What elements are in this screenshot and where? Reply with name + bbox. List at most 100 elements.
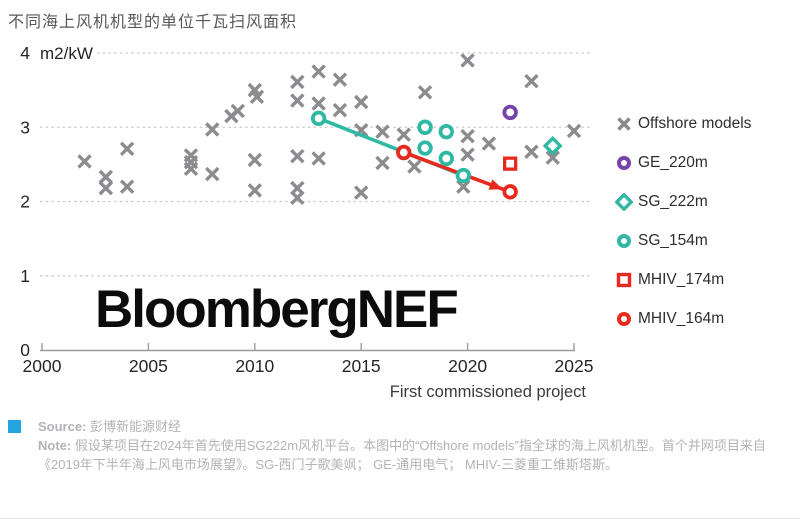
data-point — [524, 144, 539, 159]
legend-marker-circle-icon — [617, 155, 631, 170]
legend-label: MHIV_174m — [638, 270, 725, 288]
chart-title: 不同海上风机机型的单位千瓦扫风面积 — [8, 14, 298, 31]
y-tick-label: 4 — [20, 43, 30, 63]
source-text: 彭博新能源财经 — [90, 419, 182, 434]
chart-legend: Offshore models GE_220m SG_222m SG_154m MHIV… — [615, 104, 751, 338]
data-point — [417, 119, 433, 135]
data-point — [332, 102, 348, 118]
legend-label: Offshore models — [638, 114, 752, 132]
data-point — [98, 169, 114, 185]
legend-marker-diamond-icon — [615, 192, 633, 211]
data-point — [247, 183, 263, 198]
series-sg-222m — [542, 135, 563, 156]
data-point — [310, 110, 327, 127]
data-point — [290, 74, 305, 90]
y-tick-label: 2 — [20, 192, 30, 212]
series-mhiv-174m — [503, 156, 518, 171]
legend-marker-circle-icon — [617, 311, 631, 326]
y-tick-label: 0 — [20, 340, 30, 360]
data-point — [375, 124, 390, 139]
data-point — [417, 85, 433, 100]
data-point — [353, 94, 369, 110]
data-point — [396, 144, 412, 161]
legend-label: SG_222m — [638, 192, 708, 210]
data-point — [249, 89, 265, 105]
y-tick-label: 1 — [20, 266, 30, 286]
data-point — [183, 161, 199, 177]
legend-item-ge-220m: GE_220m — [615, 143, 751, 182]
data-point — [290, 93, 305, 108]
data-point — [205, 166, 220, 182]
x-axis-title: First commissioned project — [390, 383, 587, 401]
source-note-block: Source: 彭博新能源财经 Note: 假设某项目在2024年首先使用SG2… — [8, 417, 792, 474]
data-point — [230, 103, 245, 119]
y-tick-label: 3 — [20, 117, 30, 137]
data-point — [438, 150, 455, 167]
source-label: Source: — [38, 419, 87, 434]
source-bullet-icon — [8, 420, 21, 433]
data-point — [98, 180, 114, 196]
data-point — [456, 179, 471, 194]
legend-label: GE_220m — [638, 153, 708, 171]
legend-label: SG_154m — [638, 231, 708, 249]
watermark: BloombergNEF — [95, 280, 457, 339]
x-tick-label: 2005 — [129, 356, 168, 376]
data-point — [460, 53, 475, 68]
legend-item-sg-222m: SG_222m — [615, 182, 751, 221]
note-line: Note: 假设某项目在2024年首先使用SG222m风机平台。本图中的“Off… — [38, 436, 792, 474]
data-point — [417, 140, 433, 156]
data-point — [311, 64, 326, 79]
data-point — [311, 96, 326, 111]
series-sg-154m — [310, 110, 472, 184]
series-ge-220m — [502, 104, 518, 121]
data-point — [396, 127, 411, 142]
data-point — [77, 154, 92, 169]
x-tick-label: 2000 — [23, 356, 62, 376]
legend-item-mhiv-174m: MHIV_174m — [615, 260, 751, 299]
x-tick-label: 2025 — [555, 356, 594, 376]
note-text: 假设某项目在2024年首先使用SG222m风机平台。本图中的“Offshore … — [38, 438, 766, 472]
legend-label: MHIV_164m — [638, 309, 725, 327]
data-point — [332, 72, 348, 87]
arrowhead-icon — [488, 179, 503, 190]
data-point — [119, 179, 135, 194]
legend-marker-square-icon — [616, 272, 632, 287]
x-tick-label: 2020 — [448, 356, 487, 376]
data-point — [503, 156, 518, 171]
data-point — [290, 149, 305, 164]
data-point — [119, 141, 135, 156]
data-point — [502, 184, 518, 200]
data-point — [545, 150, 560, 165]
data-point — [353, 185, 369, 200]
legend-item-offshore-models: Offshore models — [615, 104, 751, 143]
data-point — [290, 190, 305, 205]
x-tick-label: 2010 — [235, 356, 274, 376]
data-point — [455, 167, 472, 184]
data-point — [542, 135, 563, 156]
data-point — [481, 136, 497, 151]
legend-item-sg-154m: SG_154m — [615, 221, 751, 260]
x-tick-label: 2015 — [342, 356, 381, 376]
data-point — [524, 74, 539, 89]
data-point — [311, 151, 326, 166]
data-point — [460, 147, 475, 162]
data-point — [205, 122, 220, 137]
legend-marker-x-icon — [617, 116, 631, 131]
data-point — [502, 104, 518, 121]
legend-item-mhiv-164m: MHIV_164m — [615, 299, 751, 338]
footer-text: Source: 彭博新能源财经 Note: 假设某项目在2024年首先使用SG2… — [38, 417, 792, 474]
note-label: Note: — [38, 438, 72, 453]
data-point — [460, 128, 475, 144]
data-point — [407, 159, 422, 174]
data-point — [375, 155, 390, 171]
data-point — [438, 124, 455, 140]
data-point — [247, 152, 263, 168]
source-line: Source: 彭博新能源财经 — [38, 417, 792, 436]
series-offshore-models — [77, 53, 582, 205]
trend-line-mhiv-164m — [403, 150, 506, 192]
data-point — [566, 123, 582, 139]
legend-marker-circle-icon — [617, 233, 631, 248]
y-axis-unit: m2/kW — [40, 44, 93, 63]
